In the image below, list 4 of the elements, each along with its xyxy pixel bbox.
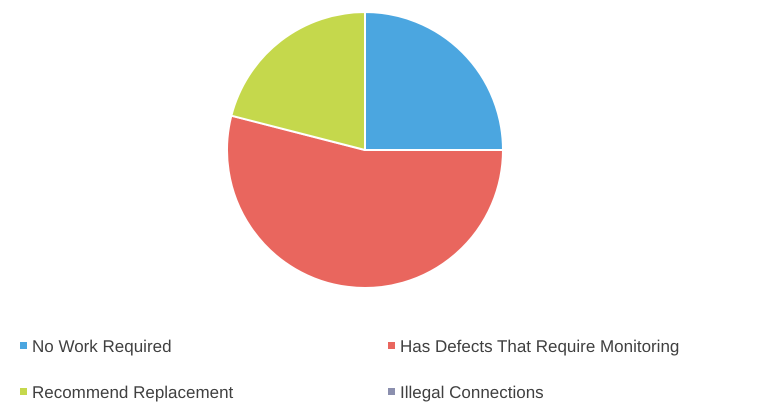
legend-label: Recommend Replacement xyxy=(32,383,234,402)
legend-label: No Work Required xyxy=(32,337,172,356)
legend-label: Has Defects That Require Monitoring xyxy=(400,337,680,356)
legend-label: Illegal Connections xyxy=(400,383,544,402)
